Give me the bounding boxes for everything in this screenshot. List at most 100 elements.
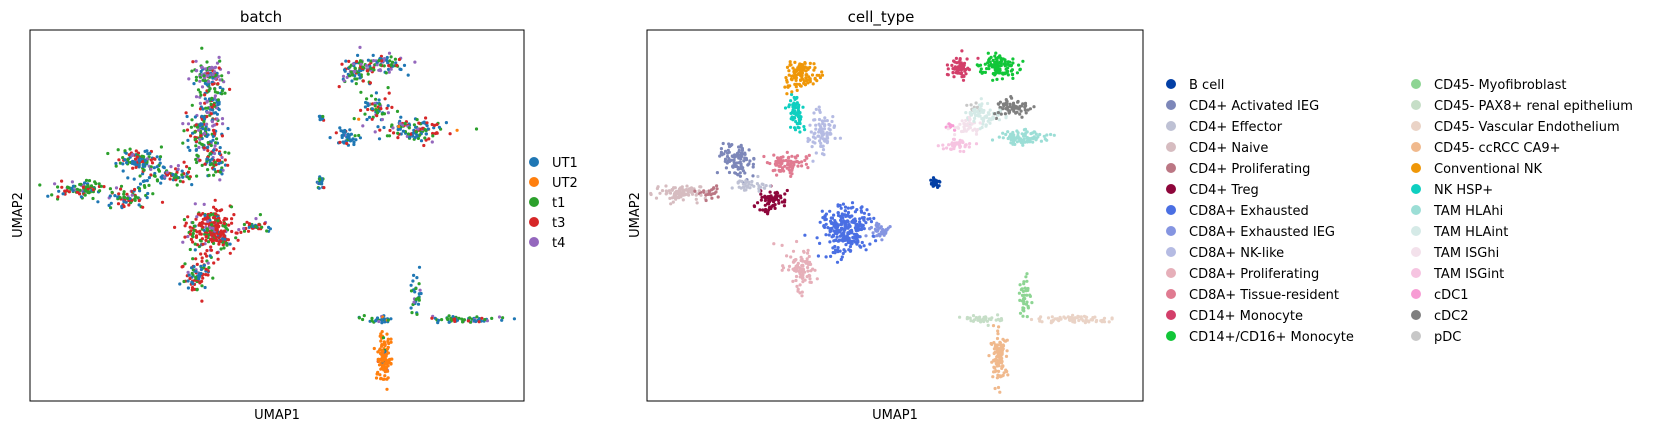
- scatter-point: [79, 195, 83, 199]
- scatter-point: [822, 127, 827, 131]
- scatter-point: [819, 144, 823, 148]
- legend-marker: [1166, 100, 1176, 110]
- cell-type-x-axis-label: UMAP1: [872, 408, 918, 423]
- scatter-point: [665, 191, 669, 195]
- scatter-point: [1045, 138, 1049, 142]
- scatter-point: [793, 76, 797, 80]
- scatter-point: [199, 267, 203, 272]
- scatter-point: [396, 136, 400, 140]
- legend-item: CD45- ccRCC CA9+: [1411, 141, 1561, 156]
- scatter-point: [850, 239, 855, 243]
- scatter-point: [780, 243, 784, 247]
- scatter-point: [446, 317, 450, 322]
- scatter-point: [875, 234, 879, 238]
- scatter-point: [198, 137, 202, 141]
- scatter-point: [222, 233, 226, 237]
- scatter-point: [369, 66, 373, 71]
- scatter-point: [117, 158, 121, 162]
- scatter-point: [223, 158, 227, 162]
- scatter-point: [222, 221, 226, 226]
- scatter-point: [267, 225, 271, 229]
- scatter-point: [349, 70, 353, 74]
- scatter-point: [1020, 132, 1024, 136]
- scatter-point: [209, 102, 213, 106]
- scatter-point: [993, 72, 997, 76]
- scatter-point: [958, 315, 962, 319]
- scatter-point: [194, 235, 199, 239]
- scatter-point: [792, 163, 796, 167]
- scatter-point: [759, 192, 763, 196]
- legend-label: t4: [552, 236, 565, 251]
- scatter-point: [970, 122, 974, 126]
- scatter-point: [960, 129, 964, 134]
- scatter-point: [1019, 109, 1023, 113]
- scatter-point: [796, 122, 800, 126]
- scatter-point: [368, 81, 372, 85]
- scatter-point: [714, 190, 718, 194]
- scatter-point: [209, 112, 213, 116]
- scatter-point: [813, 141, 817, 145]
- scatter-point: [380, 59, 384, 63]
- scatter-point: [1042, 134, 1046, 138]
- scatter-point: [807, 75, 811, 79]
- scatter-point: [1010, 106, 1014, 110]
- scatter-point: [363, 105, 367, 109]
- scatter-point: [704, 190, 709, 194]
- scatter-point: [448, 132, 452, 136]
- scatter-point: [217, 236, 221, 240]
- scatter-point: [854, 229, 859, 233]
- scatter-point: [213, 198, 217, 202]
- scatter-point: [186, 234, 190, 239]
- scatter-point: [1013, 104, 1018, 108]
- scatter-point: [977, 114, 981, 118]
- scatter-point: [180, 173, 184, 177]
- scatter-point: [203, 93, 207, 97]
- scatter-point: [747, 162, 751, 166]
- scatter-point: [746, 185, 750, 189]
- scatter-point: [462, 318, 466, 322]
- scatter-point: [796, 106, 800, 110]
- scatter-point: [986, 119, 990, 123]
- scatter-point: [946, 73, 950, 77]
- scatter-point: [838, 229, 842, 233]
- scatter-point: [981, 122, 985, 126]
- scatter-point: [373, 104, 377, 108]
- scatter-point: [997, 325, 1001, 329]
- scatter-point: [812, 111, 816, 115]
- scatter-point: [149, 167, 153, 171]
- scatter-point: [846, 210, 851, 215]
- scatter-point: [1006, 136, 1010, 141]
- scatter-point: [818, 139, 822, 143]
- scatter-point: [138, 182, 143, 186]
- scatter-point: [802, 249, 806, 253]
- scatter-point: [960, 119, 964, 123]
- scatter-point: [858, 235, 862, 239]
- scatter-point: [783, 192, 787, 196]
- scatter-point: [748, 186, 752, 190]
- scatter-point: [133, 157, 138, 161]
- scatter-point: [855, 237, 859, 241]
- scatter-point: [958, 122, 962, 126]
- scatter-point: [935, 180, 939, 184]
- scatter-point: [994, 116, 999, 120]
- legend-item: t4: [529, 236, 565, 251]
- scatter-point: [846, 225, 851, 229]
- legend-item: CD8A+ Exhausted IEG: [1166, 225, 1335, 240]
- scatter-point: [191, 60, 195, 64]
- scatter-point: [168, 177, 172, 181]
- legend-item: CD4+ Effector: [1166, 120, 1283, 135]
- scatter-point: [1022, 128, 1026, 132]
- scatter-point: [959, 63, 963, 67]
- scatter-point: [153, 174, 157, 178]
- scatter-point: [416, 127, 420, 131]
- scatter-point: [362, 314, 366, 318]
- scatter-point: [337, 85, 341, 89]
- scatter-point: [791, 103, 795, 107]
- scatter-point: [879, 225, 883, 229]
- scatter-point: [805, 257, 809, 261]
- scatter-point: [150, 161, 155, 165]
- scatter-point: [806, 166, 810, 170]
- scatter-point: [752, 204, 757, 209]
- scatter-point: [805, 73, 809, 77]
- scatter-point: [789, 125, 793, 129]
